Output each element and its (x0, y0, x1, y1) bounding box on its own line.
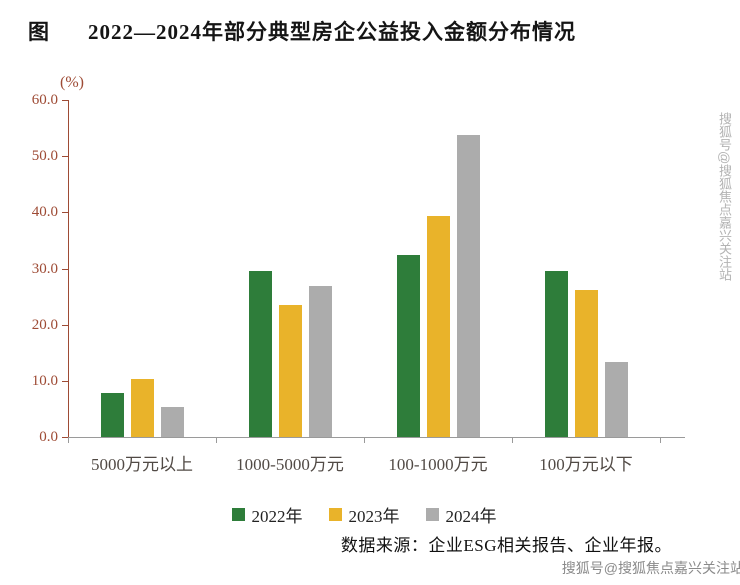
x-tick-mark (364, 438, 365, 443)
legend-swatch (425, 508, 439, 521)
bar-group (217, 100, 365, 437)
x-axis-category-label: 1000-5000万元 (236, 455, 344, 474)
y-tick-mark (62, 437, 68, 438)
y-tick-label: 60.0 (31, 92, 58, 108)
bar-group (512, 100, 660, 437)
y-axis-unit-label: (%) (60, 74, 84, 91)
legend-item: 2024年 (425, 502, 497, 527)
x-axis-line (68, 437, 685, 438)
bar-plot-area (69, 100, 660, 437)
y-tick-label: 30.0 (31, 260, 58, 277)
y-tick-mark (62, 380, 68, 382)
bar (574, 289, 598, 437)
x-axis-labels: 5000万元以上 1000-5000万元 100-1000万元 100万元以下 (68, 450, 660, 475)
legend-label: 2022年 (251, 507, 303, 526)
bar (396, 255, 420, 437)
legend-item: 2022年 (231, 502, 303, 527)
legend-label: 2024年 (445, 507, 497, 526)
legend-swatch (328, 508, 342, 521)
y-tick-label: 50.0 (31, 148, 58, 165)
bar (426, 215, 450, 437)
y-tick-label: 10.0 (31, 372, 58, 389)
bar (456, 134, 480, 437)
bar (101, 392, 125, 437)
bar-group (365, 100, 513, 437)
bar (309, 285, 333, 437)
x-axis-category-label: 100-1000万元 (388, 455, 488, 474)
bar (544, 271, 568, 437)
bar (279, 305, 303, 437)
y-tick-mark (62, 156, 68, 158)
y-tick-mark (62, 212, 68, 214)
legend-item: 2023年 (328, 502, 400, 527)
y-tick-mark (62, 268, 68, 270)
x-tick-mark (512, 438, 513, 443)
x-tick-mark (660, 438, 661, 443)
y-tick-label: 0.0 (39, 429, 58, 445)
bar (161, 407, 185, 437)
x-axis-category-label: 100万元以下 (539, 455, 633, 474)
y-tick-mark (62, 100, 68, 101)
figure-label: 图 (28, 20, 50, 44)
watermark-vertical: 搜狐号@搜狐焦点嘉兴关注站 (717, 112, 732, 282)
x-axis-category-label: 5000万元以上 (91, 455, 193, 474)
x-tick-mark (216, 438, 217, 443)
y-tick-label: 20.0 (31, 316, 58, 333)
data-source-note: 数据来源：企业ESG相关报告、企业年报。 (340, 536, 672, 555)
legend-label: 2023年 (348, 507, 400, 526)
y-tick-label: 40.0 (31, 204, 58, 221)
chart-title-row: 图 2022—2024年部分典型房企公益投入金额分布情况 (28, 16, 576, 46)
bar (249, 271, 273, 437)
bar (131, 379, 155, 437)
page-title: 2022—2024年部分典型房企公益投入金额分布情况 (88, 20, 576, 44)
bar-group (69, 100, 217, 437)
watermark-horizontal: 搜狐号@搜狐焦点嘉兴关注站 (561, 560, 740, 576)
x-tick-mark (68, 438, 69, 443)
y-axis-line (68, 100, 69, 437)
chart-legend: 2022年 2023年 2024年 (68, 502, 660, 527)
y-tick-mark (62, 324, 68, 326)
bar (604, 362, 628, 437)
legend-swatch (231, 508, 245, 521)
